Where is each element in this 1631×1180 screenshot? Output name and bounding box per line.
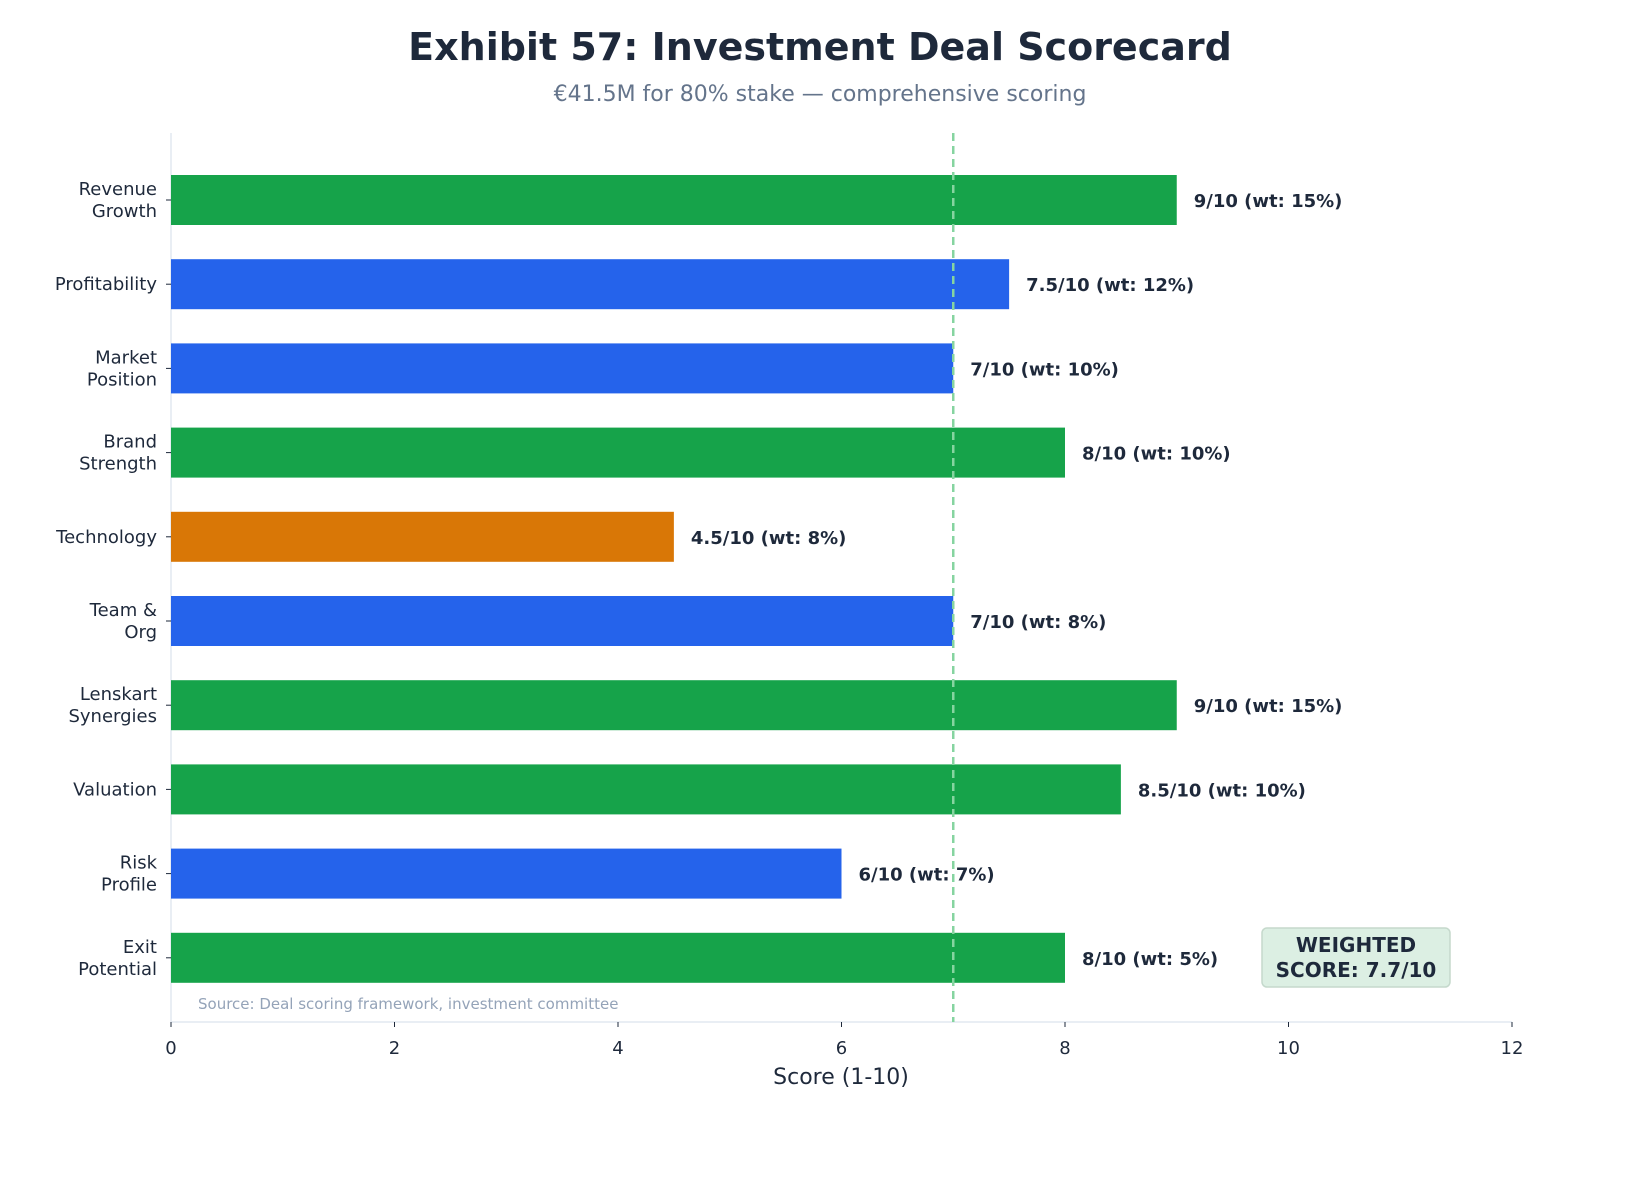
y-tick-label: Profitability [55, 274, 157, 295]
data-label: 4.5/10 (wt: 8%) [691, 528, 847, 549]
bar [171, 175, 1177, 225]
y-tick-label: Exit Potential [78, 937, 157, 980]
bar [171, 596, 954, 646]
x-tick-label: 0 [165, 1038, 176, 1059]
y-tick-label: Technology [55, 527, 157, 548]
weighted-score-annotation: WEIGHTED SCORE: 7.7/10 [1276, 933, 1437, 982]
y-tick-label: Revenue Growth [79, 179, 157, 222]
data-label: 8.5/10 (wt: 10%) [1138, 780, 1306, 801]
y-tick-label: Valuation [73, 779, 157, 800]
bar [171, 932, 1065, 983]
x-tick-label: 12 [1501, 1038, 1524, 1059]
bar [171, 427, 1065, 478]
bar [171, 259, 1010, 310]
data-label: 8/10 (wt: 5%) [1082, 949, 1218, 970]
x-tick-label: 8 [1059, 1038, 1070, 1059]
chart-title: Exhibit 57: Investment Deal Scorecard [408, 25, 1232, 69]
y-tick-label: Lenskart Synergies [68, 684, 157, 727]
data-label: 7/10 (wt: 10%) [970, 359, 1119, 380]
bar [171, 680, 1177, 731]
chart-subtitle: €41.5M for 80% stake — comprehensive sco… [554, 82, 1087, 107]
bar [171, 511, 674, 562]
y-tick-label: Risk Profile [101, 853, 158, 896]
source-note: Source: Deal scoring framework, investme… [198, 995, 618, 1013]
x-tick-label: 6 [836, 1038, 847, 1059]
y-tick-label: Market Position [87, 347, 157, 390]
bar [171, 764, 1121, 815]
data-label: 9/10 (wt: 15%) [1194, 696, 1343, 717]
y-tick-label: Team & Org [89, 600, 157, 643]
data-label: 8/10 (wt: 10%) [1082, 444, 1231, 465]
data-label: 9/10 (wt: 15%) [1194, 191, 1343, 212]
bar [171, 343, 954, 394]
x-tick-label: 10 [1277, 1038, 1300, 1059]
y-tick-label: Brand Strength [79, 432, 157, 475]
x-tick-label: 2 [389, 1038, 400, 1059]
bar [171, 848, 842, 899]
data-label: 7.5/10 (wt: 12%) [1026, 275, 1194, 296]
data-label: 6/10 (wt: 7%) [859, 865, 995, 886]
data-label: 7/10 (wt: 8%) [970, 612, 1106, 633]
x-axis-label: Score (1-10) [773, 1065, 909, 1090]
weighted-score-box [1261, 927, 1451, 988]
x-tick-label: 4 [612, 1038, 623, 1059]
